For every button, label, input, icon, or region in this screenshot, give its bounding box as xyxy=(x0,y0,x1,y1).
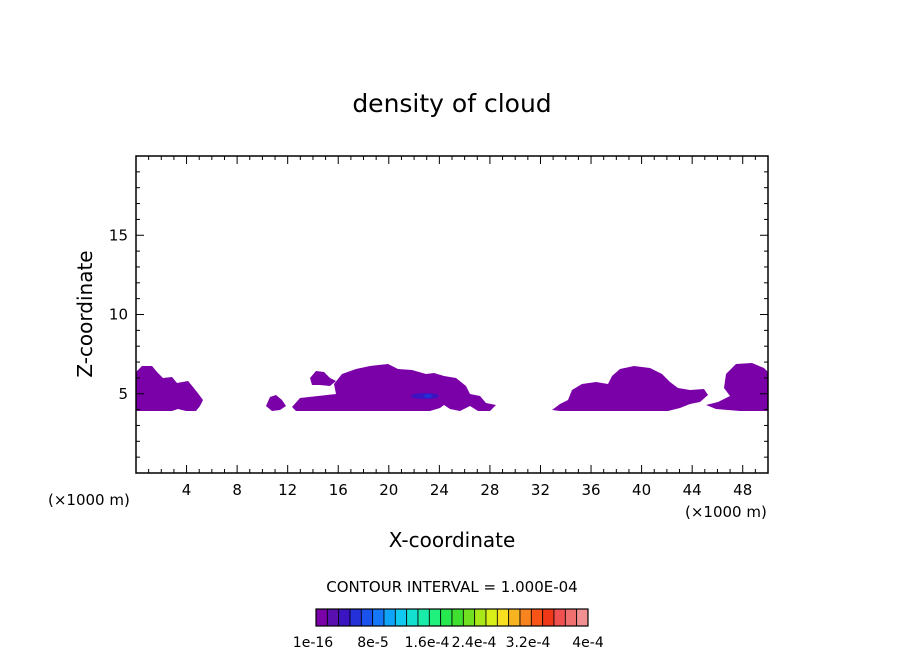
y-tick-label: 10 xyxy=(109,306,128,324)
colorbar-swatch xyxy=(542,608,555,627)
colorbar-swatch xyxy=(428,608,442,627)
y-tick-label: 5 xyxy=(118,385,128,403)
contour-interval-label: CONTOUR INTERVAL = 1.000E-04 xyxy=(326,578,577,596)
colorbar-swatch xyxy=(451,608,464,627)
plot-frame xyxy=(135,155,769,474)
cloud-region-6 xyxy=(706,363,768,411)
colorbar-swatch xyxy=(394,608,408,627)
colorbar-swatch xyxy=(372,608,385,627)
colorbar-label: 1e-16 xyxy=(293,635,333,651)
chart-title: density of cloud xyxy=(352,89,551,118)
colorbar-swatch xyxy=(349,608,362,627)
x-tick-label: 20 xyxy=(379,481,398,499)
x-tick-label: 40 xyxy=(632,481,651,499)
x-tick-label: 36 xyxy=(581,481,600,499)
colorbar-swatch xyxy=(406,608,419,627)
x-tick-label: 48 xyxy=(733,481,752,499)
x-axis-ticks: 4 8 12 16 20 24 28 32 36 40 44 48 xyxy=(148,156,756,499)
x-tick-label: 4 xyxy=(182,481,192,499)
colorbar-swatch xyxy=(496,608,510,627)
colorbar-label: 1.6e-4 xyxy=(405,635,450,651)
x-tick-label: 12 xyxy=(278,481,297,499)
colorbar-swatch xyxy=(576,608,589,627)
cloud-regions xyxy=(136,363,768,411)
colorbar-swatch xyxy=(564,608,578,627)
cloud-region-5 xyxy=(552,366,708,411)
x-tick-label: 8 xyxy=(232,481,242,499)
colorbar-swatch xyxy=(383,608,396,627)
x-tick-label: 44 xyxy=(683,481,702,499)
colorbar-swatch xyxy=(485,608,498,627)
x-tick-label: 28 xyxy=(480,481,499,499)
x-tick-label: 16 xyxy=(329,481,348,499)
x-axis-unit-left: (×1000 m) xyxy=(48,491,130,509)
colorbar-swatch xyxy=(338,608,351,627)
colorbar-swatch xyxy=(553,608,566,627)
cloud-region-1 xyxy=(136,366,203,411)
colorbar-label: 2.4e-4 xyxy=(452,635,497,651)
y-axis-ticks: 5 10 15 xyxy=(109,171,768,458)
colorbar-labels: 1e-16 8e-5 1.6e-4 2.4e-4 3.2e-4 4e-4 xyxy=(293,635,604,651)
x-axis-label: X-coordinate xyxy=(389,528,516,552)
y-tick-label: 15 xyxy=(109,226,128,244)
cloud-region-2 xyxy=(266,395,286,411)
colorbar-swatch xyxy=(462,608,476,627)
cloud-core-inner xyxy=(424,394,432,398)
colorbar-swatch xyxy=(360,608,374,627)
x-tick-label: 24 xyxy=(430,481,449,499)
colorbar-swatch xyxy=(440,608,453,627)
colorbar-swatch xyxy=(530,608,544,627)
colorbar-label: 4e-4 xyxy=(572,635,604,651)
colorbar-swatch xyxy=(417,608,430,627)
colorbar-swatch xyxy=(474,608,487,627)
colorbar-label: 8e-5 xyxy=(357,635,388,651)
cloud-region-4 xyxy=(310,371,336,386)
colorbar-swatch xyxy=(519,608,532,627)
colorbar-swatch xyxy=(326,608,340,627)
colorbar-label: 3.2e-4 xyxy=(506,635,551,651)
colorbar-swatch xyxy=(315,608,328,627)
x-tick-label: 32 xyxy=(531,481,550,499)
y-axis-label: Z-coordinate xyxy=(73,250,97,377)
colorbar-swatch xyxy=(508,608,521,627)
colorbar xyxy=(315,608,589,627)
x-axis-unit-right: (×1000 m) xyxy=(685,503,767,521)
colorbar-frame xyxy=(315,608,589,627)
cloud-region-3 xyxy=(292,364,496,411)
